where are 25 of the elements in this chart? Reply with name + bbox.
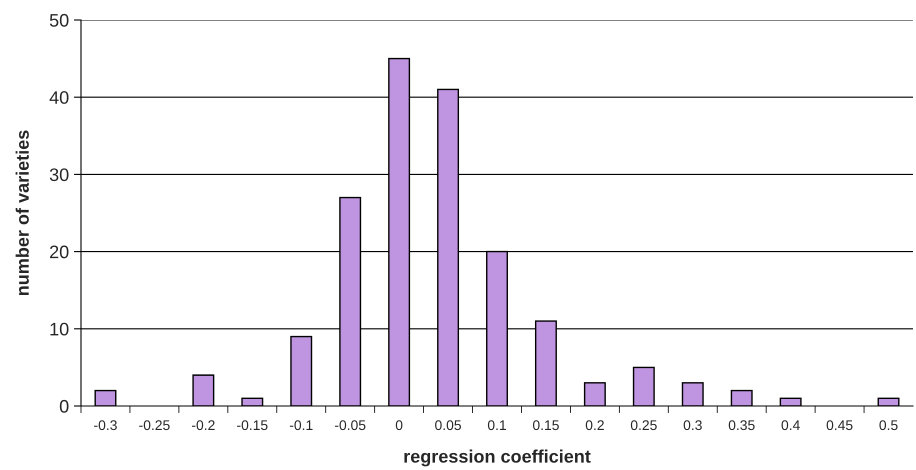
y-tick-label: 40	[50, 91, 68, 104]
x-tick-label: 0.05	[435, 420, 461, 430]
x-tick-label: 0.5	[879, 420, 898, 430]
y-tick-label: 0	[60, 400, 68, 413]
x-tick-label: 0.15	[532, 420, 559, 430]
x-tick-label: -0.25	[139, 420, 170, 430]
x-tick-label: 0.4	[782, 420, 800, 430]
x-tick-label: 0.35	[728, 420, 755, 430]
y-tick-label: 10	[50, 322, 68, 336]
x-tick-label: -0.05	[334, 420, 366, 430]
x-tick-label: 0.1	[488, 420, 506, 430]
y-tick-label: 20	[50, 246, 68, 258]
x-tick-label: 0	[396, 420, 402, 430]
x-tick-label: 0.25	[630, 420, 657, 430]
x-tick-label: -0.3	[94, 420, 117, 430]
x-axis-title: regression coefficient	[404, 450, 591, 466]
x-tick-label: 0.45	[826, 420, 853, 430]
x-tick-label: 0.2	[586, 420, 604, 430]
x-tick-label: -0.15	[237, 420, 268, 430]
x-tick-label: -0.2	[192, 420, 215, 430]
x-tick-label: -0.1	[290, 420, 313, 430]
y-axis-title: number of varieties	[16, 130, 29, 296]
y-tick-label: 50	[50, 14, 68, 27]
x-tick-label: 0.3	[684, 420, 702, 430]
y-tick-label: 30	[50, 168, 68, 182]
